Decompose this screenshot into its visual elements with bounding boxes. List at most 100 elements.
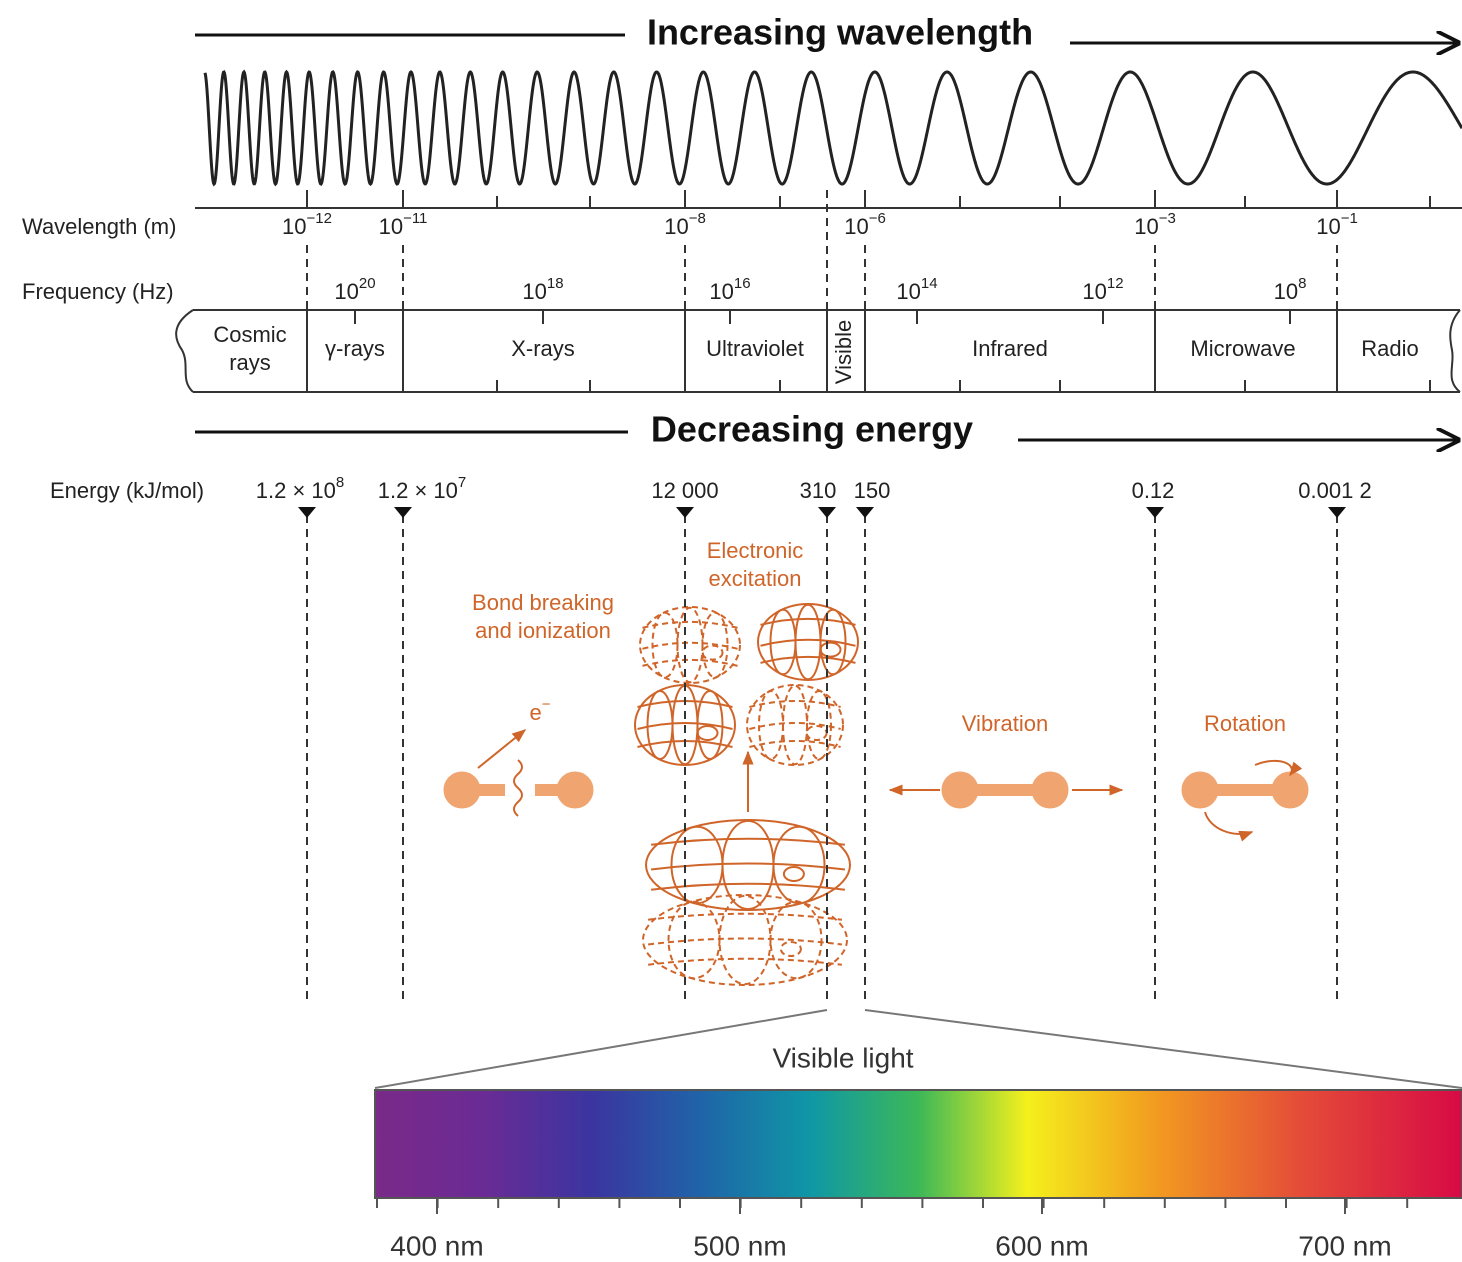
region-label: X-rays [511, 336, 575, 361]
orbital-line [796, 605, 821, 679]
region-label: γ-rays [325, 336, 385, 361]
atom [942, 772, 978, 808]
process-label: Electronic [707, 538, 804, 563]
orbital-line [648, 939, 842, 945]
electron-label-base: e [529, 700, 541, 725]
spectrum-label: 500 nm [693, 1230, 786, 1261]
wavelength-label: 10−6 [844, 210, 886, 238]
energy-label-base: 1.2 × 10 [256, 478, 336, 503]
atom [444, 772, 480, 808]
frequency-label-exp: 14 [921, 275, 938, 292]
frequency-label-exp: 18 [547, 275, 564, 292]
energy-label: 0.001 2 [1298, 478, 1371, 503]
region-label: Cosmic [213, 322, 286, 347]
frequency-label: 1016 [709, 275, 750, 303]
frequency-label: 1014 [896, 275, 937, 303]
frequency-label-base: 10 [1082, 279, 1106, 304]
frequency-label-exp: 12 [1107, 275, 1124, 292]
orbital-line [648, 959, 842, 965]
orbital-line [651, 884, 845, 890]
nucleus [703, 646, 723, 660]
atom [1032, 772, 1068, 808]
frequency-label-base: 10 [1274, 279, 1298, 304]
energy-label: 310 [800, 478, 837, 503]
electron-label-exp: − [542, 696, 551, 713]
energy-marker [818, 507, 836, 518]
energy-label: 1.2 × 108 [256, 474, 344, 502]
orbital [646, 820, 850, 910]
frequency-label-exp: 20 [359, 275, 376, 292]
frequency-label-base: 10 [709, 279, 733, 304]
orbital [747, 685, 843, 765]
wavelength-label-base: 10 [844, 214, 868, 239]
frequency-label-base: 10 [522, 279, 546, 304]
region-label: Visible [831, 320, 856, 384]
wavelength-label-exp: −3 [1159, 210, 1176, 227]
electron-label: e− [529, 696, 550, 724]
spectrum-title: Visible light [772, 1042, 913, 1073]
spectrum-label: 600 nm [995, 1230, 1088, 1261]
process-label: and ionization [475, 618, 611, 643]
region-label: Microwave [1190, 336, 1295, 361]
energy-label: 1.2 × 107 [378, 474, 466, 502]
axis-label: Wavelength (m) [22, 214, 176, 239]
nucleus [784, 867, 804, 881]
nucleus [821, 643, 841, 657]
orbital-line [761, 640, 856, 646]
process-label: Rotation [1204, 711, 1286, 736]
region-label: rays [229, 350, 271, 375]
frequency-label-exp: 16 [734, 275, 751, 292]
orbital-line [783, 686, 807, 764]
wave [205, 72, 1462, 184]
visible-spectrum [375, 1090, 1462, 1198]
region-label: Radio [1361, 336, 1418, 361]
spectrum-label: 700 nm [1298, 1230, 1391, 1261]
frequency-label: 1018 [522, 275, 563, 303]
orbital-line [643, 660, 738, 666]
wavelength-label-base: 10 [379, 214, 403, 239]
energy-label: 12 000 [651, 478, 718, 503]
process-label: Vibration [962, 711, 1048, 736]
wavelength-label: 10−3 [1134, 210, 1176, 238]
energy-marker [676, 507, 694, 518]
photon [514, 760, 522, 816]
frequency-label-exp: 8 [1298, 275, 1306, 292]
orbital-line [648, 914, 842, 920]
wavelength-label-exp: −8 [689, 210, 706, 227]
wavelength-label-base: 10 [1134, 214, 1158, 239]
region-label: Ultraviolet [706, 336, 804, 361]
orbital [758, 604, 858, 680]
wavelength-label-base: 10 [664, 214, 688, 239]
wavelength-label-base: 10 [282, 214, 306, 239]
header-text: Increasing wavelength [647, 12, 1033, 53]
orbital-line [678, 608, 703, 682]
energy-marker [1146, 507, 1164, 518]
frequency-label: 108 [1274, 275, 1307, 303]
energy-label-exp: 8 [336, 474, 344, 491]
atom [1272, 772, 1308, 808]
energy-marker [1328, 507, 1346, 518]
wavelength-label-exp: −1 [1341, 210, 1358, 227]
energy-label-exp: 7 [458, 474, 466, 491]
energy-label-base: 1.2 × 10 [378, 478, 458, 503]
process-label: excitation [709, 566, 802, 591]
zoom-line [865, 1010, 1462, 1088]
atom [1182, 772, 1218, 808]
orbital-line [643, 643, 738, 649]
orbital-line [651, 839, 845, 845]
header-text: Decreasing energy [651, 409, 973, 450]
orbital-line [761, 657, 856, 663]
spectrum-label: 400 nm [390, 1230, 483, 1261]
wavelength-label-exp: −12 [307, 210, 332, 227]
energy-marker [394, 507, 412, 518]
arrow [1205, 812, 1252, 834]
wavelength-label: 10−8 [664, 210, 706, 238]
energy-marker [298, 507, 316, 518]
axis-label: Energy (kJ/mol) [50, 478, 204, 503]
wavelength-label: 10−1 [1316, 210, 1358, 238]
nucleus [807, 726, 827, 740]
frequency-label: 1012 [1082, 275, 1123, 303]
wavelength-label-exp: −11 [403, 210, 427, 227]
frequency-label-base: 10 [334, 279, 358, 304]
